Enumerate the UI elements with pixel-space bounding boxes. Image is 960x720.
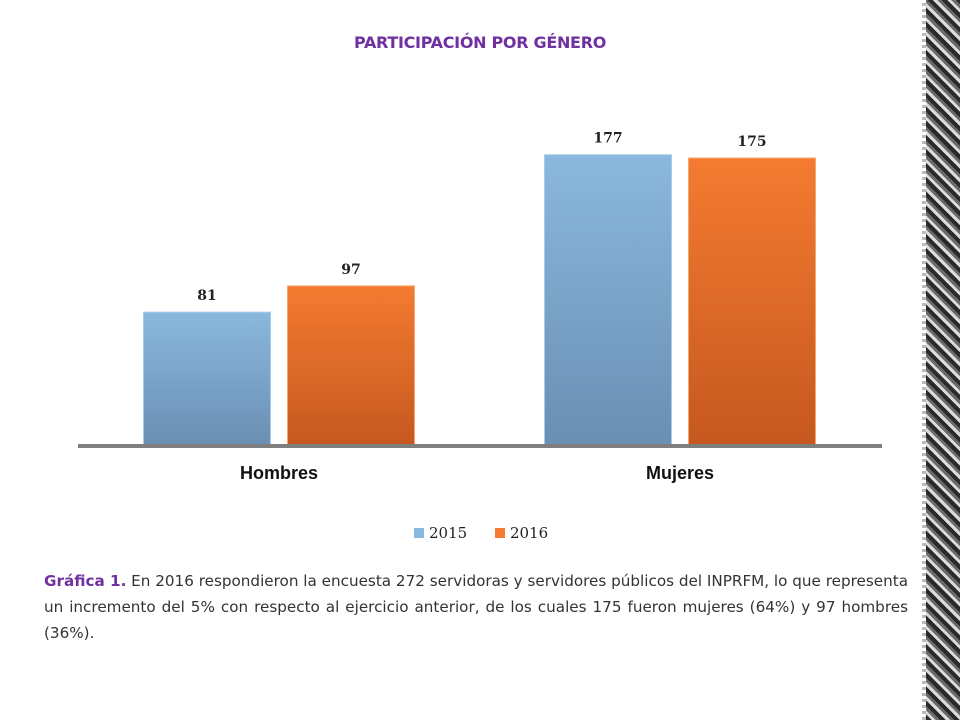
decorative-edge-border [926, 0, 960, 720]
bar-mujeres-2015 [544, 154, 672, 446]
caption-lead: Gráfica 1. [44, 572, 127, 590]
data-label-hombres-2015: 81 [197, 288, 216, 304]
legend-label-2015: 2015 [429, 524, 467, 542]
figure-caption: Gráfica 1. En 2016 respondieron la encue… [44, 568, 908, 646]
bar-hombres-2015 [143, 311, 271, 446]
caption-text: En 2016 respondieron la encuesta 272 ser… [44, 572, 909, 642]
legend-swatch-2016 [495, 528, 505, 538]
chart-title: PARTICIPACIÓN POR GÉNERO [353, 33, 607, 52]
data-label-mujeres-2015: 177 [593, 131, 622, 147]
legend-label-2016: 2016 [510, 524, 548, 542]
data-label-mujeres-2016: 175 [737, 134, 766, 150]
bar-mujeres-2016 [688, 157, 816, 446]
category-label-mujeres: Mujeres [646, 463, 714, 483]
legend-swatch-2015 [414, 528, 424, 538]
bar-hombres-2016 [287, 285, 415, 446]
data-label-hombres-2016: 97 [341, 262, 360, 278]
bar-chart: 81 97 177 175 Hombres Mujeres 2015 2016 [78, 131, 882, 542]
category-label-hombres: Hombres [240, 463, 318, 483]
decorative-edge-inner [922, 0, 926, 720]
